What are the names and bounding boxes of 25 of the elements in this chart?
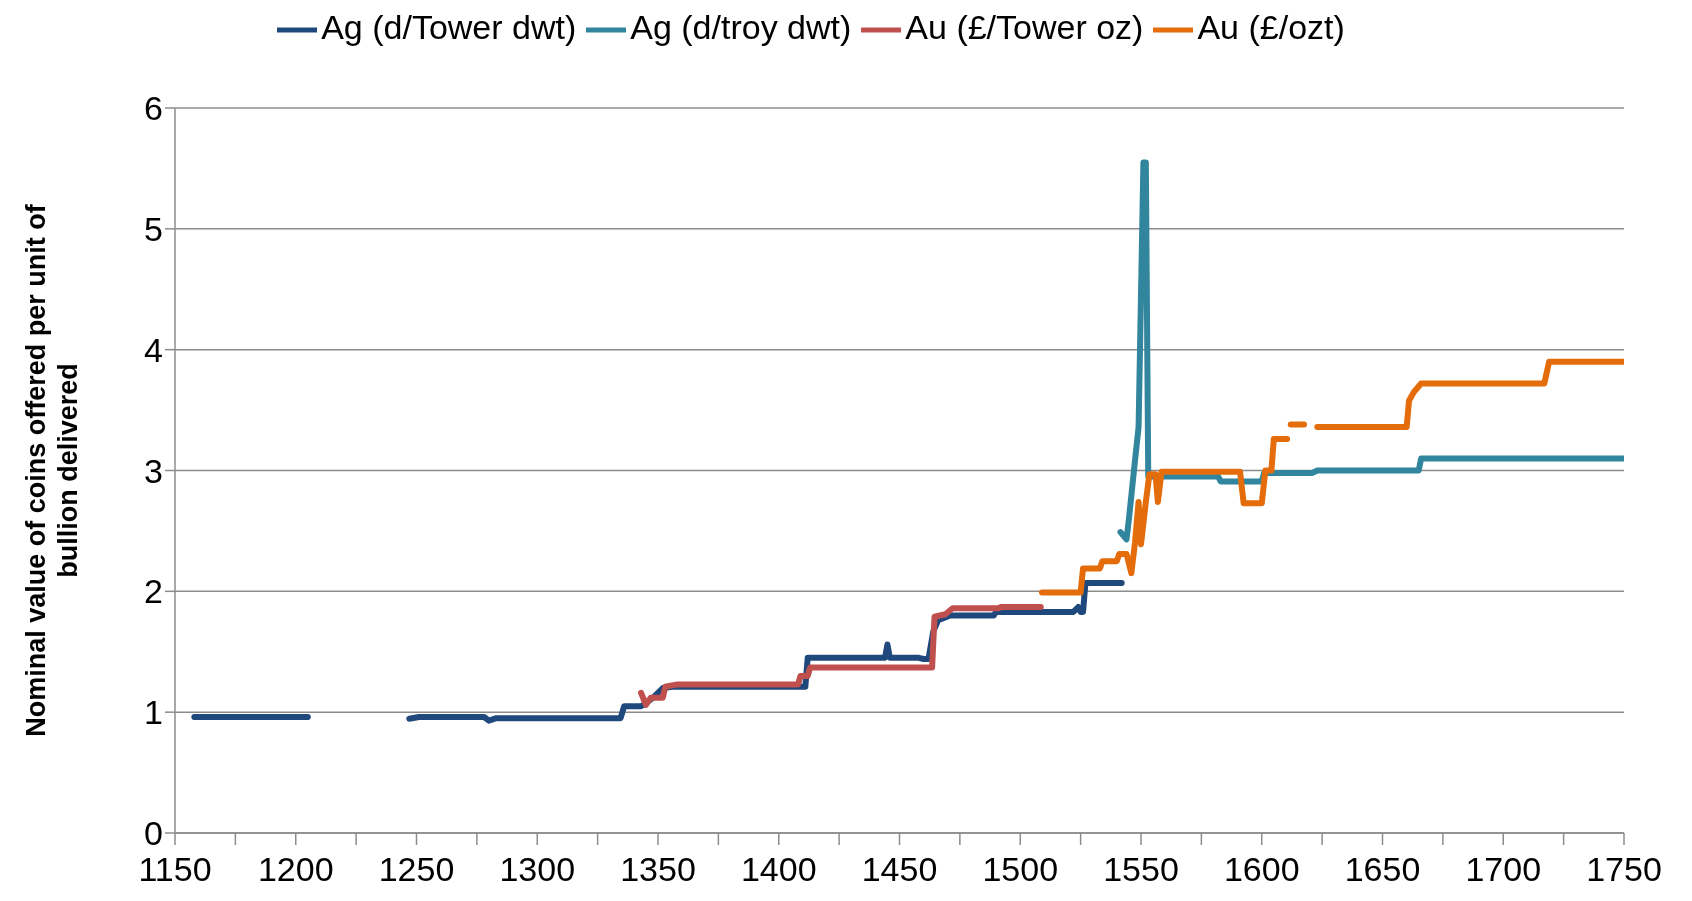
y-tick-label: 2 xyxy=(144,572,163,611)
y-tick-label: 5 xyxy=(144,209,163,248)
x-tick-label: 1700 xyxy=(1465,850,1542,889)
legend-label: Ag (d/Tower dwt) xyxy=(321,8,577,46)
x-tick-label: 1250 xyxy=(378,850,455,889)
y-tick-label: 0 xyxy=(144,814,163,853)
x-tick-label: 1550 xyxy=(1103,850,1179,889)
x-tick-label: 1150 xyxy=(138,850,212,889)
legend-label: Ag (d/troy dwt) xyxy=(630,8,852,46)
y-tick-label: 6 xyxy=(144,89,163,128)
legend-label: Au (£/Tower oz) xyxy=(905,8,1144,46)
x-tick-label: 1350 xyxy=(620,850,696,889)
x-tick-label: 1450 xyxy=(861,850,938,889)
x-tick-label: 1300 xyxy=(499,850,576,889)
y-tick-label: 3 xyxy=(144,451,163,490)
y-axis-title: Nominal value of coins offered per unit of bullion delivered xyxy=(21,203,83,737)
y-tick-label: 4 xyxy=(144,330,163,369)
legend-label: Au (£/ozt) xyxy=(1197,8,1345,46)
x-tick-label: 1200 xyxy=(257,850,334,889)
x-tick-label: 1600 xyxy=(1223,850,1300,889)
x-tick-label: 1500 xyxy=(982,850,1059,889)
y-tick-label: 1 xyxy=(144,693,163,732)
x-tick-label: 1650 xyxy=(1344,850,1421,889)
x-tick-label: 1750 xyxy=(1586,850,1662,889)
x-tick-label: 1400 xyxy=(740,850,817,889)
